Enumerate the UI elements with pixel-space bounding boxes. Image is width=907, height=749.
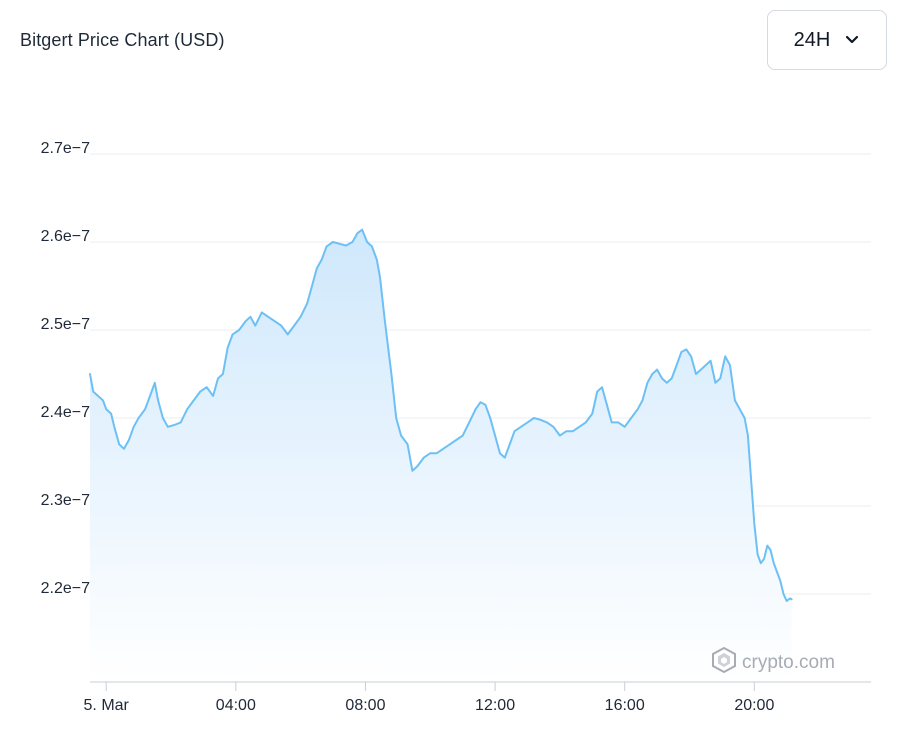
x-tick-label: 16:00 [605,697,645,714]
price-line[interactable] [89,228,793,602]
y-tick-label: 2.7e−7 [41,140,90,157]
crypto-com-logo-icon [712,646,736,679]
chart-title: Bitgert Price Chart (USD) [20,30,225,50]
watermark-text: crypto.com [742,652,835,673]
y-tick-label: 2.6e−7 [41,228,90,245]
x-tick-label: 08:00 [345,697,385,714]
x-tick-label: 5. Mar [84,697,130,714]
chevron-down-icon [844,32,860,48]
time-range-label: 24H [793,28,831,51]
time-range-dropdown[interactable]: 24H [767,10,887,70]
y-tick-label: 2.2e−7 [41,580,90,597]
x-tick-label: 20:00 [734,697,774,714]
y-tick-label: 2.5e−7 [41,316,90,333]
x-axis-labels: 5. Mar 04:00 08:00 12:00 16:00 20:00 [84,682,774,714]
y-tick-label: 2.3e−7 [41,492,90,509]
y-tick-label: 2.4e−7 [41,404,90,421]
y-axis-labels: 2.2e−7 2.3e−7 2.4e−7 2.5e−7 2.6e−7 2.7e−7 [41,140,90,597]
watermark: crypto.com [712,646,835,679]
x-tick-label: 04:00 [216,697,256,714]
x-tick-label: 12:00 [475,697,515,714]
price-area [90,229,792,682]
